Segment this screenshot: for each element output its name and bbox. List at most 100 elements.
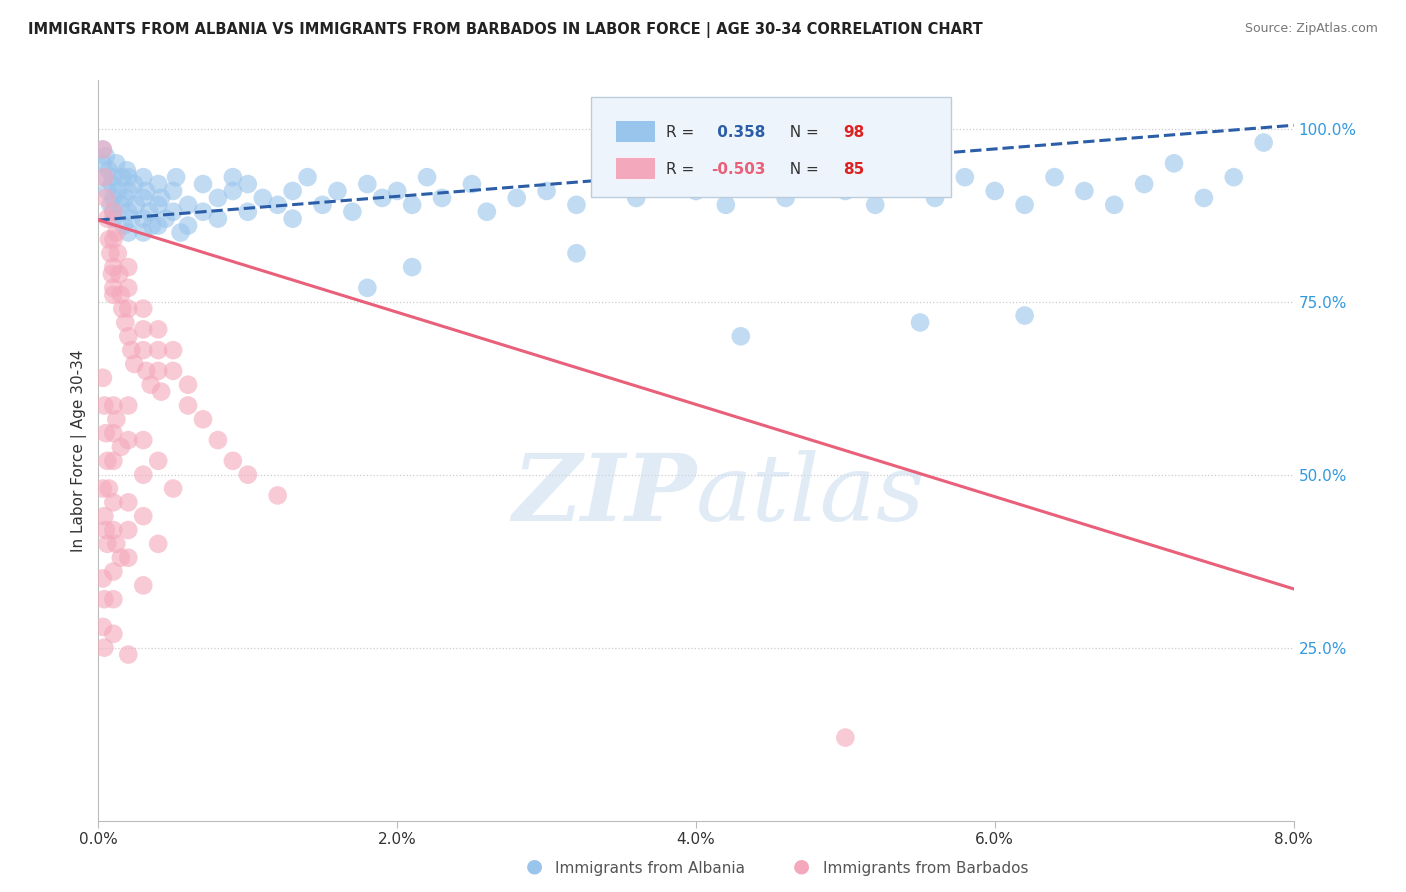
Point <box>356 177 378 191</box>
Point <box>1253 136 1275 150</box>
Point <box>834 184 856 198</box>
Point <box>804 170 827 185</box>
Point <box>110 440 132 454</box>
Point <box>1192 191 1215 205</box>
Point <box>1163 156 1185 170</box>
Point <box>117 226 139 240</box>
Point <box>125 198 148 212</box>
Point <box>105 156 128 170</box>
Point <box>132 226 155 240</box>
Point <box>139 377 162 392</box>
Point <box>132 578 155 592</box>
Point <box>191 177 214 191</box>
Point <box>177 377 200 392</box>
Point <box>191 412 214 426</box>
Point <box>97 163 120 178</box>
Point <box>150 191 173 205</box>
Point <box>120 211 142 226</box>
Point <box>110 287 132 301</box>
Point <box>103 232 125 246</box>
Point <box>326 184 349 198</box>
Point <box>115 163 138 178</box>
Point <box>112 219 135 233</box>
Point <box>97 482 120 496</box>
Point <box>1133 177 1156 191</box>
Point <box>135 184 157 198</box>
Point <box>103 523 125 537</box>
Point <box>138 204 160 219</box>
Point <box>103 495 125 509</box>
Point <box>1073 184 1095 198</box>
Point <box>342 204 364 219</box>
Point <box>165 170 187 185</box>
Point <box>401 260 423 274</box>
Point <box>222 454 245 468</box>
Point <box>132 467 155 482</box>
Point <box>714 198 737 212</box>
Point <box>111 170 134 185</box>
Point <box>222 184 245 198</box>
Point <box>685 184 707 198</box>
Point <box>191 204 214 219</box>
Point <box>1014 198 1036 212</box>
Point <box>117 329 139 343</box>
Point <box>103 170 125 185</box>
Point <box>1104 198 1126 212</box>
Point <box>132 509 155 524</box>
Point <box>117 301 139 316</box>
Point <box>148 198 170 212</box>
Point <box>252 191 274 205</box>
Point <box>281 184 304 198</box>
Point <box>93 640 115 655</box>
Point <box>94 149 117 163</box>
Point <box>162 364 184 378</box>
Point <box>117 495 139 509</box>
Point <box>655 170 678 185</box>
Point <box>105 412 128 426</box>
Point <box>96 184 118 198</box>
Point <box>93 592 115 607</box>
Point <box>311 198 333 212</box>
Point <box>103 281 125 295</box>
Point <box>103 260 125 274</box>
Point <box>177 399 200 413</box>
Point <box>94 523 117 537</box>
Point <box>132 211 155 226</box>
Point <box>150 384 173 399</box>
Point <box>117 170 139 185</box>
Point <box>565 198 588 212</box>
Point <box>984 184 1007 198</box>
Text: ●: ● <box>793 857 810 876</box>
Text: N =: N = <box>779 161 824 177</box>
Text: atlas: atlas <box>696 450 925 540</box>
Point <box>91 371 114 385</box>
Point <box>117 648 139 662</box>
Point <box>865 198 887 212</box>
Point <box>105 226 128 240</box>
Point <box>148 537 170 551</box>
Point <box>103 454 125 468</box>
Point <box>132 322 155 336</box>
Point <box>94 426 117 441</box>
Point <box>162 343 184 358</box>
Point <box>356 281 378 295</box>
Text: -0.503: -0.503 <box>711 161 766 177</box>
Point <box>177 198 200 212</box>
Point <box>141 219 163 233</box>
Point <box>281 211 304 226</box>
Point <box>730 329 752 343</box>
Point <box>132 433 155 447</box>
FancyBboxPatch shape <box>614 120 655 142</box>
Point <box>103 399 125 413</box>
Point <box>120 343 142 358</box>
Point <box>834 731 856 745</box>
Point <box>110 550 132 565</box>
Point <box>177 219 200 233</box>
Point <box>1043 170 1066 185</box>
Point <box>1223 170 1246 185</box>
Point <box>461 177 484 191</box>
Point <box>124 177 146 191</box>
Point <box>98 246 122 260</box>
Point <box>745 177 768 191</box>
Point <box>117 184 139 198</box>
